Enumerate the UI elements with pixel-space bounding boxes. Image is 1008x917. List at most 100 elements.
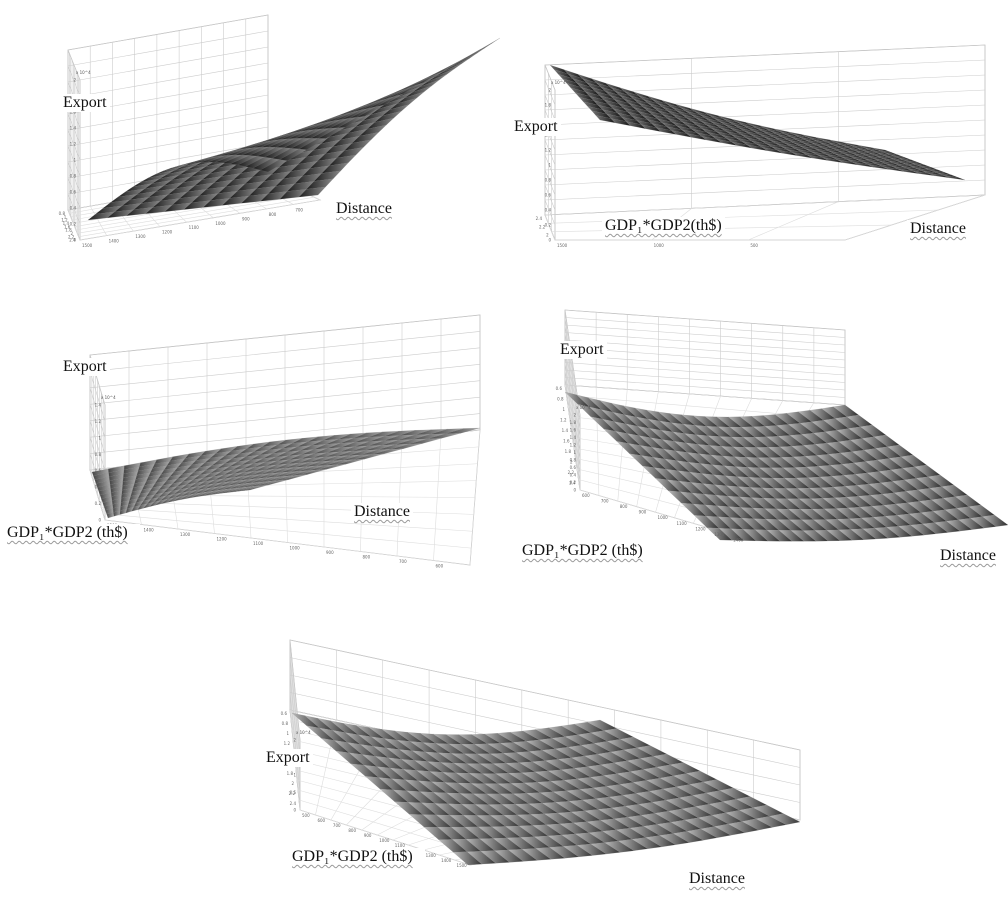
chart-4-exponent: x 10^4 <box>576 405 591 410</box>
chart-1-zgrid-side <box>67 161 81 193</box>
chart-1-xtick: 1000 <box>215 221 226 226</box>
chart-3-ztick: 0.2 <box>95 501 102 506</box>
chart-4-ytick: 0.8 <box>557 397 564 402</box>
chart-4-floor-grid-y <box>564 384 846 406</box>
chart-1-ztick: 1.2 <box>70 142 77 147</box>
chart-2-zgrid-side <box>544 64 556 91</box>
chart-3-xtick: 1200 <box>217 537 228 542</box>
chart-4-ytick: 1 <box>562 407 565 412</box>
chart-1-zgrid-back <box>67 126 269 163</box>
chart-4-xlabel: Distance <box>937 547 999 565</box>
chart-1-floor-grid-x <box>67 209 81 241</box>
chart-3-ztick: 0.6 <box>95 468 102 473</box>
chart-5-xlabel: Distance <box>686 870 748 888</box>
chart-3-floor-grid-y <box>101 507 473 532</box>
chart-4-ztick: 0.4 <box>570 473 577 478</box>
chart-3-xtick: 1400 <box>144 528 155 533</box>
chart-5-zgrid-back <box>289 639 801 751</box>
chart-5-xtick: 1100 <box>395 843 406 848</box>
chart-2-ztick: 1 <box>548 163 551 168</box>
chart-2-ztick: 0.2 <box>545 223 552 228</box>
chart-1-xtick: 1200 <box>162 230 173 235</box>
chart-4-xtick: 1400 <box>733 537 744 542</box>
chart-1-ztick: 1.6 <box>70 110 77 115</box>
chart-1-ztick: 0.6 <box>70 190 77 195</box>
chart-5-ztick: 0 <box>293 808 296 813</box>
chart-1-surface-patch <box>472 37 501 54</box>
chart-2-floor-grid-y <box>544 194 986 216</box>
chart-1-ytick: 1.8 <box>65 228 72 233</box>
chart-1-ytick: 1.6 <box>64 224 71 229</box>
chart-4-xtick: 1100 <box>676 521 687 526</box>
chart-4-ztick: 1.6 <box>570 428 577 433</box>
chart-1-xtick: 700 <box>295 207 303 212</box>
chart-3-xtick: 800 <box>363 555 371 560</box>
chart-1-xtick: 1500 <box>82 243 93 248</box>
chart-2-ytick: 2.4 <box>536 216 543 221</box>
chart-3-ztick: 0.4 <box>95 485 102 490</box>
chart-5-ytick: 1.2 <box>284 741 291 746</box>
chart-1-xlabel: Distance <box>333 200 395 218</box>
chart-1-xtick: 900 <box>242 216 250 221</box>
chart-4-svg: 00.20.40.60.811.21.41.61.826007008009001… <box>556 309 1008 542</box>
chart-3-zlabel: Export <box>60 358 110 376</box>
chart-2-zgrid-side <box>544 199 556 226</box>
chart-5-ytick: 2 <box>291 781 294 786</box>
chart-4-zgrid-back <box>564 324 846 346</box>
chart-4-zgrid-back <box>564 309 846 331</box>
chart-2-svg: 00.20.40.60.811.21.41.61.82150010005002.… <box>536 44 986 248</box>
chart-5-ytick: 2.2 <box>289 791 296 796</box>
chart-5-xtick: 800 <box>348 828 356 833</box>
chart-4-ytick: 2.2 <box>568 470 575 475</box>
chart-3-xtick: 1000 <box>290 546 301 551</box>
chart-3-ztick: 0.8 <box>95 452 102 457</box>
chart-1-ytick: 1.4 <box>63 221 70 226</box>
chart-1-xtick: 1100 <box>189 225 200 230</box>
chart-3-ztick: 1.2 <box>95 419 102 424</box>
chart-4-zgrid-back <box>564 347 846 368</box>
chart-1-ztick: 0.8 <box>70 174 77 179</box>
chart-2-xtick: 1000 <box>654 243 665 248</box>
chart-1-zgrid-back <box>67 94 269 131</box>
chart-3-xtick: 600 <box>436 564 444 569</box>
chart-3-floor-grid-y <box>103 513 472 549</box>
chart-2-ztick: 1.2 <box>545 148 552 153</box>
chart-4-zgrid-back <box>564 339 846 361</box>
chart-4-xtick: 700 <box>601 499 609 504</box>
chart-2-xlabel: Distance <box>907 220 969 238</box>
chart-1-ztick: 2 <box>73 78 76 83</box>
chart-1-zgrid-back <box>67 62 269 99</box>
chart-4-ztick: 0 <box>573 488 576 493</box>
chart-4-ztick: 0.6 <box>570 465 577 470</box>
chart-4-zgrid-back <box>564 362 846 383</box>
chart-2-xtick: 1500 <box>557 243 568 248</box>
chart-2-ztick: 1.8 <box>545 103 552 108</box>
chart-4-ztick: 0.8 <box>570 458 577 463</box>
chart-2-zgrid-back <box>544 59 986 81</box>
chart-2-zgrid-side <box>544 139 556 166</box>
chart-1-zgrid-side <box>67 49 81 81</box>
chart-4-ytick: 1.8 <box>565 449 572 454</box>
chart-1-svg: 00.20.40.60.811.21.41.61.821500140013001… <box>59 14 501 248</box>
chart-2-ztick: 2 <box>548 88 551 93</box>
chart-1-zgrid-back <box>67 14 269 51</box>
chart-5-xtick: 600 <box>317 818 325 823</box>
chart-1-zgrid-side <box>67 65 81 97</box>
chart-5-ztick: 1 <box>293 773 296 778</box>
chart-4-zgrid-back <box>564 369 846 391</box>
chart-1-ytick: 2 <box>70 231 73 236</box>
chart-3-surface-patch <box>244 484 270 491</box>
chart-5-zgrid-back <box>289 657 801 768</box>
chart-4-ztick: 1.8 <box>570 420 577 425</box>
chart-5-xtick: 1500 <box>457 863 468 868</box>
chart-5-surface-patch <box>768 813 801 825</box>
chart-4-xtick: 800 <box>620 504 628 509</box>
chart-1-xtick: 800 <box>269 212 277 217</box>
chart-5-exponent: x 10^4 <box>296 730 311 735</box>
chart-1-floor-grid-x <box>89 205 107 236</box>
chart-1-ytick: 1 <box>64 214 67 219</box>
chart-2-zgrid-back <box>544 179 986 201</box>
chart-5-xtick: 900 <box>364 833 372 838</box>
chart-1-zgrid-back <box>67 46 269 83</box>
chart-1-ztick: 0 <box>73 238 76 243</box>
